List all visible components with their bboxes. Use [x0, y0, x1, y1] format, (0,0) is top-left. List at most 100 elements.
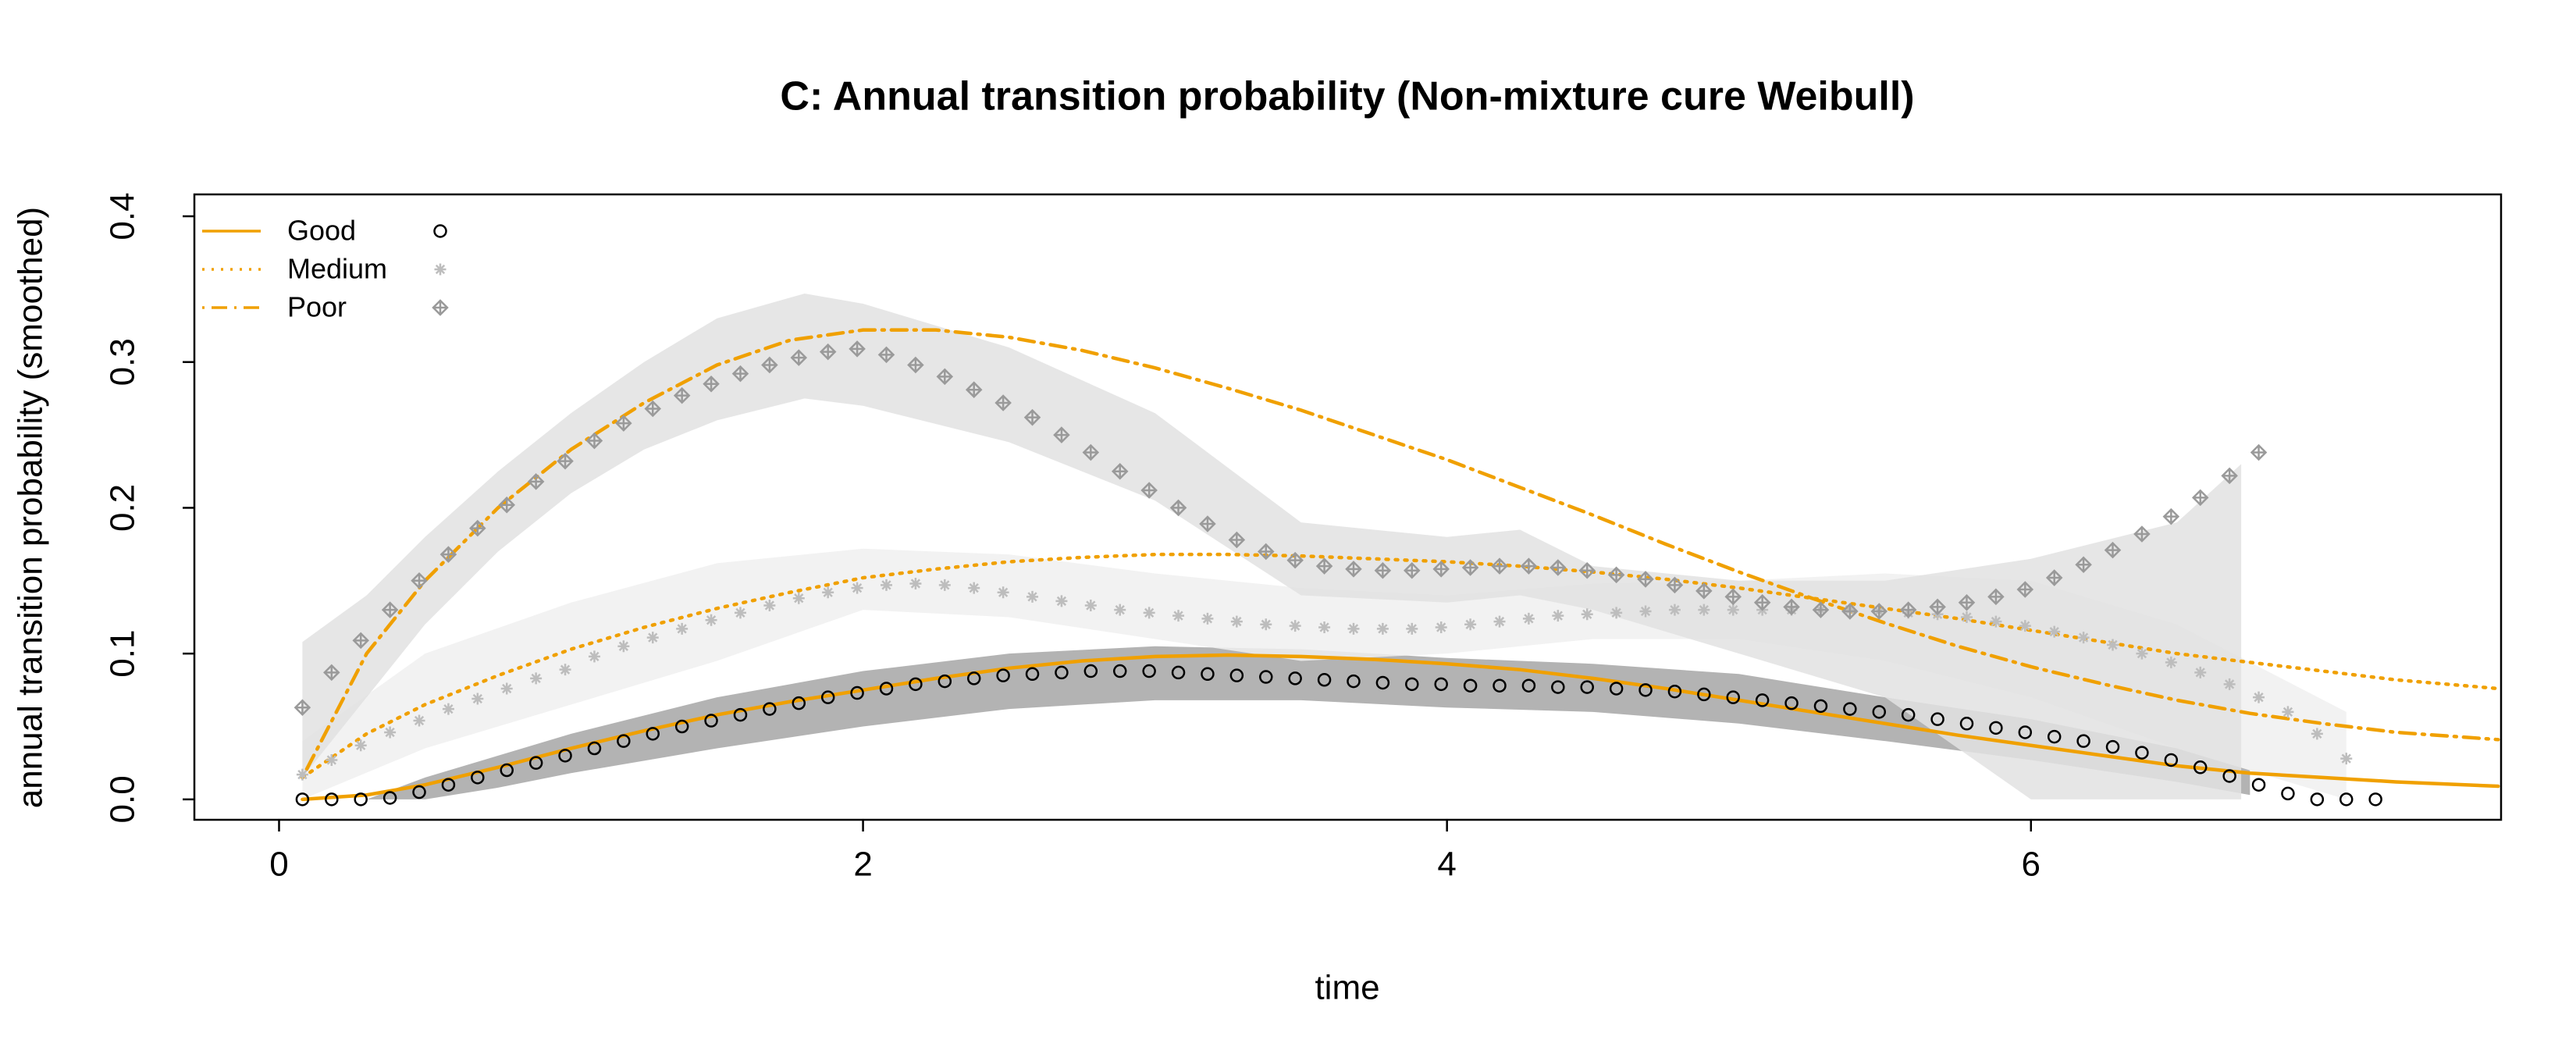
point [1901, 707, 1916, 722]
point [850, 685, 864, 700]
point [2075, 556, 2092, 574]
point [1960, 611, 1973, 623]
point [2222, 769, 2236, 783]
point [1114, 604, 1126, 616]
point [1870, 603, 1888, 620]
point [1843, 702, 1857, 716]
point [2339, 792, 2354, 807]
point [1668, 604, 1681, 616]
point [1899, 601, 1917, 618]
point [1260, 618, 1272, 631]
point [1550, 559, 1567, 576]
point [1637, 571, 1654, 588]
point [1259, 670, 1273, 684]
point [617, 734, 631, 748]
point [2223, 678, 2236, 690]
point [1404, 561, 1421, 579]
point [1140, 482, 1158, 499]
point [879, 682, 894, 696]
point [500, 763, 514, 778]
point [1493, 678, 1507, 693]
point [1286, 551, 1304, 569]
point [851, 582, 863, 594]
point [2077, 632, 2090, 644]
point [997, 586, 1009, 599]
point [1023, 408, 1041, 426]
y-tick-label: 0.2 [104, 484, 142, 532]
point [1521, 678, 1536, 693]
point [1055, 595, 1068, 607]
point [1406, 622, 1418, 635]
point [1230, 615, 1243, 628]
point [2016, 581, 2034, 598]
point [996, 668, 1010, 682]
point [323, 664, 340, 682]
point [909, 578, 922, 590]
legend-label: Poor [287, 291, 347, 323]
point [1435, 621, 1447, 634]
point [2251, 778, 2266, 792]
point [881, 579, 892, 591]
point [1697, 687, 1711, 702]
point [1376, 622, 1389, 635]
point [1989, 721, 2003, 735]
bands [302, 293, 2347, 799]
point [1053, 426, 1070, 443]
point [2368, 792, 2382, 807]
point [326, 753, 338, 766]
point [1551, 680, 1565, 694]
point [1522, 612, 1535, 625]
point [2136, 647, 2148, 660]
axes: 0 2 4 6 0.0 0.1 0.2 0.3 0.4 [104, 192, 2503, 884]
point [1491, 557, 1508, 575]
legend-marker [434, 263, 447, 276]
point [1581, 608, 1593, 621]
point [1374, 561, 1392, 579]
point [644, 400, 662, 418]
point [1638, 683, 1653, 697]
point [295, 792, 310, 807]
point [325, 792, 339, 807]
point [1026, 590, 1039, 603]
point [1172, 610, 1185, 622]
point [1464, 618, 1477, 631]
point [2107, 639, 2119, 651]
point [528, 756, 543, 770]
confidence-band [366, 646, 2250, 799]
point [1169, 499, 1187, 517]
fitted-curve [301, 552, 2500, 780]
point [1609, 682, 1624, 696]
point [2165, 656, 2177, 668]
point [500, 682, 513, 695]
x-axis-label: time [1315, 969, 1379, 1007]
point [1171, 665, 1186, 680]
point [587, 741, 602, 756]
fitted-curve [301, 653, 2500, 802]
point [1698, 604, 1710, 616]
point [646, 727, 660, 741]
legend-label: Medium [287, 253, 387, 285]
point [442, 703, 454, 715]
point [1520, 557, 1538, 575]
point [527, 473, 545, 490]
point [2310, 792, 2325, 807]
point [877, 346, 895, 364]
point [559, 664, 571, 676]
point [1930, 712, 1944, 726]
point [1055, 665, 1069, 680]
point [994, 394, 1012, 411]
point [384, 726, 397, 739]
confidence-band [302, 293, 2242, 799]
point [1958, 594, 1976, 611]
point [849, 340, 866, 358]
point [734, 607, 746, 619]
point [558, 749, 572, 763]
point [1784, 696, 1799, 710]
point [1493, 615, 1506, 628]
point [1552, 610, 1564, 622]
point [1987, 588, 2005, 606]
point [938, 674, 952, 689]
point [1083, 664, 1098, 678]
point [1667, 684, 1682, 699]
